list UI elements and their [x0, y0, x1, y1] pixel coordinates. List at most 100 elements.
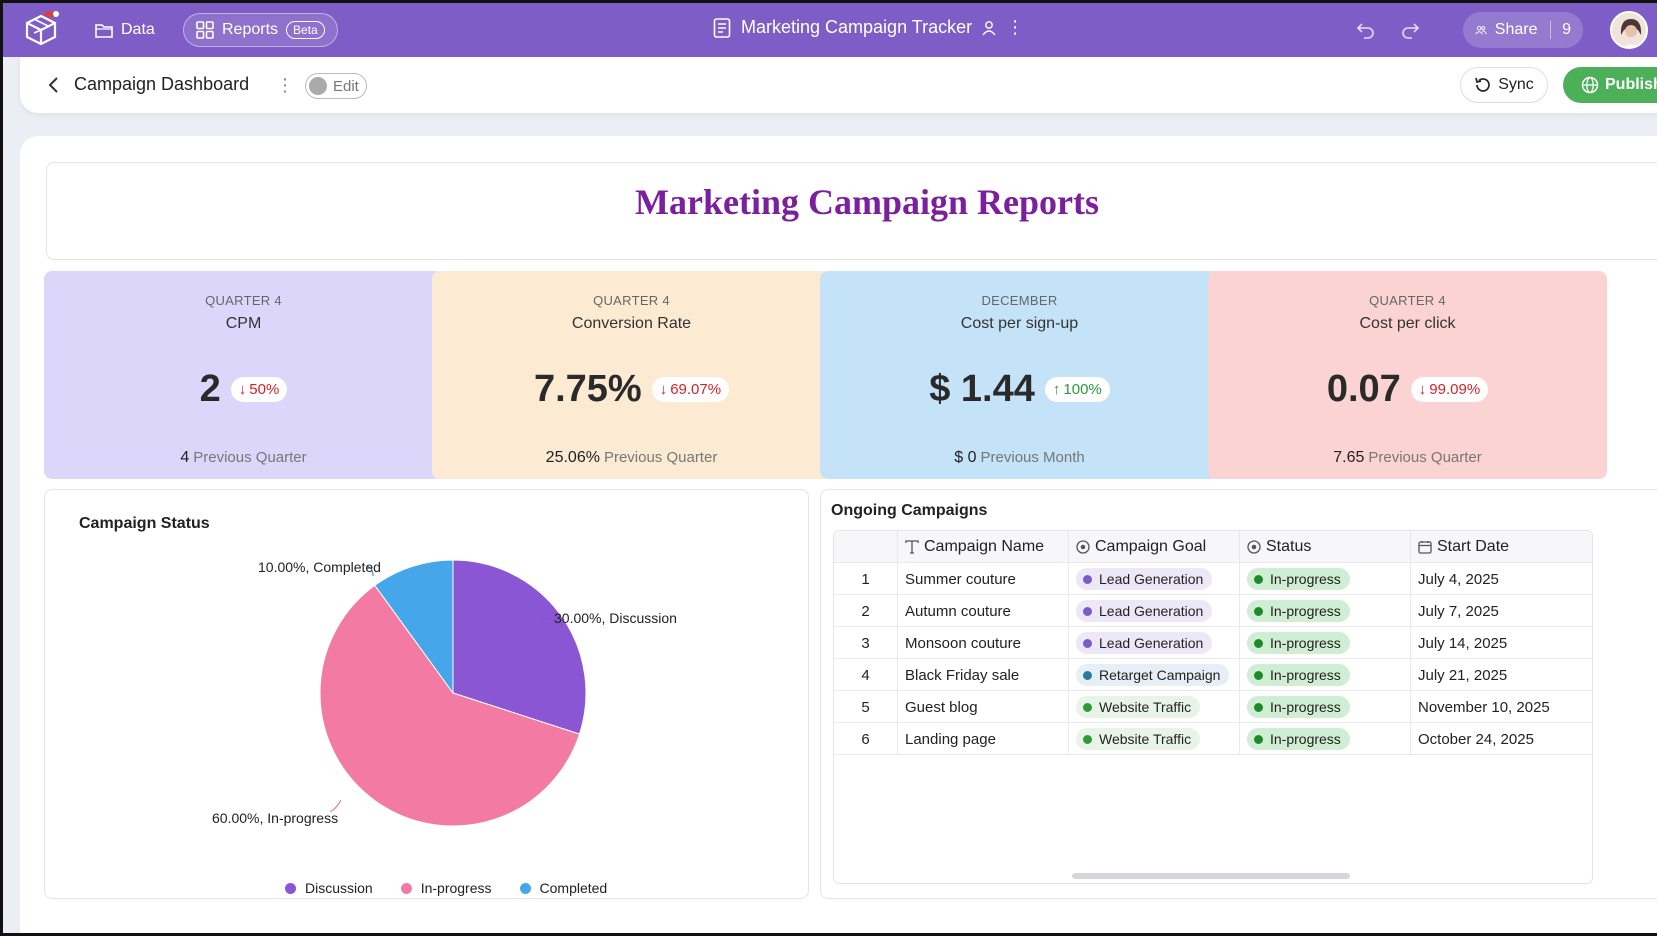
avatar[interactable] — [1610, 11, 1648, 49]
campaign-status-panel[interactable]: Campaign Status 10.00%, Completed 30.00%… — [44, 489, 809, 899]
kpi-card-cost-per-signup[interactable]: DECEMBER Cost per sign-up $ 1.44 ↑ 100% $… — [820, 271, 1219, 479]
kpi-previous-value: $ 0 — [954, 449, 977, 466]
back-arrow-icon[interactable] — [44, 75, 64, 95]
reports-tab[interactable]: Reports Beta — [183, 13, 338, 47]
goal-chip-label: Lead Generation — [1099, 635, 1204, 651]
table-row[interactable]: 2 Autumn couture Lead Generation In-progres… — [834, 595, 1592, 627]
goal-chip-label: Website Traffic — [1099, 731, 1192, 747]
user-icon[interactable] — [982, 20, 996, 36]
kpi-period: QUARTER 4 — [1369, 293, 1446, 308]
kpi-previous-label: Previous Quarter — [193, 449, 307, 466]
grid-icon — [196, 21, 214, 39]
start-date-cell[interactable]: November 10, 2025 — [1418, 698, 1550, 716]
kpi-delta-badge: ↓ 50% — [230, 377, 288, 402]
kpi-card-cost-per-click[interactable]: QUARTER 4 Cost per click 0.07 ↓ 99.09% 7.… — [1208, 271, 1607, 479]
column-header-label: Status — [1266, 538, 1312, 555]
start-date-cell[interactable]: July 4, 2025 — [1418, 570, 1499, 588]
chip-dot — [1254, 606, 1263, 616]
table-row[interactable]: 1 Summer couture Lead Generation In-progres… — [834, 563, 1592, 595]
kpi-delta: 69.07% — [670, 381, 722, 398]
kpi-delta-badge: ↓ 99.09% — [1410, 377, 1489, 402]
start-date-cell[interactable]: October 24, 2025 — [1418, 730, 1534, 748]
app-logo-icon[interactable] — [21, 9, 61, 49]
leader-line-discussion — [536, 617, 551, 631]
status-cell[interactable]: In-progress — [1240, 595, 1411, 627]
start-date-cell[interactable]: July 21, 2025 — [1418, 666, 1508, 684]
redo-icon[interactable] — [1399, 19, 1421, 41]
dashboard-menu-icon[interactable]: ⋮ — [276, 75, 294, 95]
column-header-campaign-name[interactable]: Campaign Name — [898, 531, 1069, 563]
campaign-goal-cell[interactable]: Lead Generation — [1069, 563, 1240, 595]
table-row[interactable]: 4 Black Friday sale Retarget Campaign In-pr… — [834, 659, 1592, 691]
kpi-previous-label: Previous Quarter — [603, 449, 718, 466]
campaign-name-cell[interactable]: Guest blog — [898, 691, 1069, 723]
campaign-goal-cell[interactable]: Website Traffic — [1069, 723, 1240, 755]
table-row[interactable]: 3 Monsoon couture Lead Generation In-progre… — [834, 627, 1592, 659]
status-badge: In-progress — [1247, 632, 1350, 654]
row-number: 3 — [834, 627, 898, 659]
chip-dot — [1254, 638, 1263, 648]
more-options-icon[interactable]: ⋮ — [1006, 17, 1025, 37]
status-cell[interactable]: In-progress — [1240, 659, 1411, 691]
legend-dot — [285, 882, 296, 894]
dashboard-header: Campaign Dashboard ⋮ Edit Sync Publish — [20, 57, 1657, 113]
report-title: Marketing Campaign Reports — [635, 182, 1099, 222]
pie-chart: 10.00%, Completed 30.00%, Discussion 60.… — [212, 559, 677, 827]
status-cell[interactable]: In-progress — [1240, 627, 1411, 659]
row-number: 5 — [834, 691, 898, 723]
chip-dot — [1083, 702, 1092, 712]
status-cell[interactable]: In-progress — [1240, 691, 1411, 723]
text-field-icon — [905, 540, 919, 554]
campaign-goal-cell[interactable]: Lead Generation — [1069, 627, 1240, 659]
toggle-knob — [309, 77, 327, 95]
status-badge-label: In-progress — [1270, 635, 1341, 651]
status-cell[interactable]: In-progress — [1240, 723, 1411, 755]
row-number: 4 — [834, 659, 898, 691]
campaign-name-cell[interactable]: Black Friday sale — [898, 659, 1069, 691]
pie-slice-completed[interactable] — [374, 559, 454, 695]
kpi-previous-label: Previous Month — [980, 449, 1085, 466]
campaign-name-cell[interactable]: Monsoon couture — [898, 627, 1069, 659]
column-header-status[interactable]: Status — [1240, 531, 1411, 563]
kpi-card-conversion-rate[interactable]: QUARTER 4 Conversion Rate 7.75% ↓ 69.07% … — [432, 271, 831, 479]
report-title-card[interactable]: Marketing Campaign Reports — [46, 162, 1657, 260]
column-header-start-date[interactable]: Start Date — [1411, 531, 1592, 563]
campaign-name-cell[interactable]: Summer couture — [898, 563, 1069, 595]
status-cell[interactable]: In-progress — [1240, 563, 1411, 595]
share-button[interactable]: Share 9 — [1463, 12, 1583, 48]
table-row[interactable]: 5 Guest blog Website Traffic In-progress Nov… — [834, 691, 1592, 723]
undo-icon[interactable] — [1355, 19, 1377, 41]
publish-button[interactable]: Publish — [1563, 67, 1657, 103]
goal-chip-label: Lead Generation — [1099, 571, 1204, 587]
status-badge-label: In-progress — [1270, 603, 1341, 619]
start-date-cell[interactable]: July 7, 2025 — [1418, 602, 1499, 620]
sync-label: Sync — [1498, 76, 1534, 93]
ongoing-campaigns-panel[interactable]: Ongoing Campaigns Campaign Name Campaign… — [820, 489, 1657, 899]
sync-button[interactable]: Sync — [1460, 67, 1548, 103]
campaign-name-cell[interactable]: Landing page — [898, 723, 1069, 755]
legend-item-discussion[interactable]: Discussion — [285, 880, 373, 896]
chip-dot — [1254, 702, 1263, 712]
chip-dot — [1083, 638, 1092, 648]
reports-tab-label: Reports — [222, 21, 279, 38]
campaign-goal-cell[interactable]: Website Traffic — [1069, 691, 1240, 723]
legend-item-inprogress[interactable]: In-progress — [400, 880, 492, 896]
pie-slice-discussion[interactable] — [452, 559, 587, 735]
row-number: 2 — [834, 595, 898, 627]
edit-toggle[interactable]: Edit — [305, 73, 367, 99]
kpi-card-cpm[interactable]: QUARTER 4 CPM 2 ↓ 50% 4 Previous Quarter — [44, 271, 443, 479]
data-tab[interactable]: Data — [83, 13, 167, 47]
legend-item-completed[interactable]: Completed — [519, 880, 608, 896]
kpi-delta: 50% — [249, 381, 280, 398]
legend-label: Completed — [539, 880, 608, 896]
table-row[interactable]: 6 Landing page Website Traffic In-progress O… — [834, 723, 1592, 755]
campaign-name-cell[interactable]: Autumn couture — [898, 595, 1069, 627]
campaign-goal-cell[interactable]: Lead Generation — [1069, 595, 1240, 627]
horizontal-scrollbar[interactable] — [1072, 873, 1350, 879]
campaign-goal-cell[interactable]: Retarget Campaign — [1069, 659, 1240, 691]
kpi-period: DECEMBER — [981, 293, 1058, 308]
start-date-cell[interactable]: July 14, 2025 — [1418, 634, 1508, 652]
column-header-campaign-goal[interactable]: Campaign Goal — [1069, 531, 1240, 563]
pie-slice-in-progress[interactable] — [319, 584, 581, 827]
